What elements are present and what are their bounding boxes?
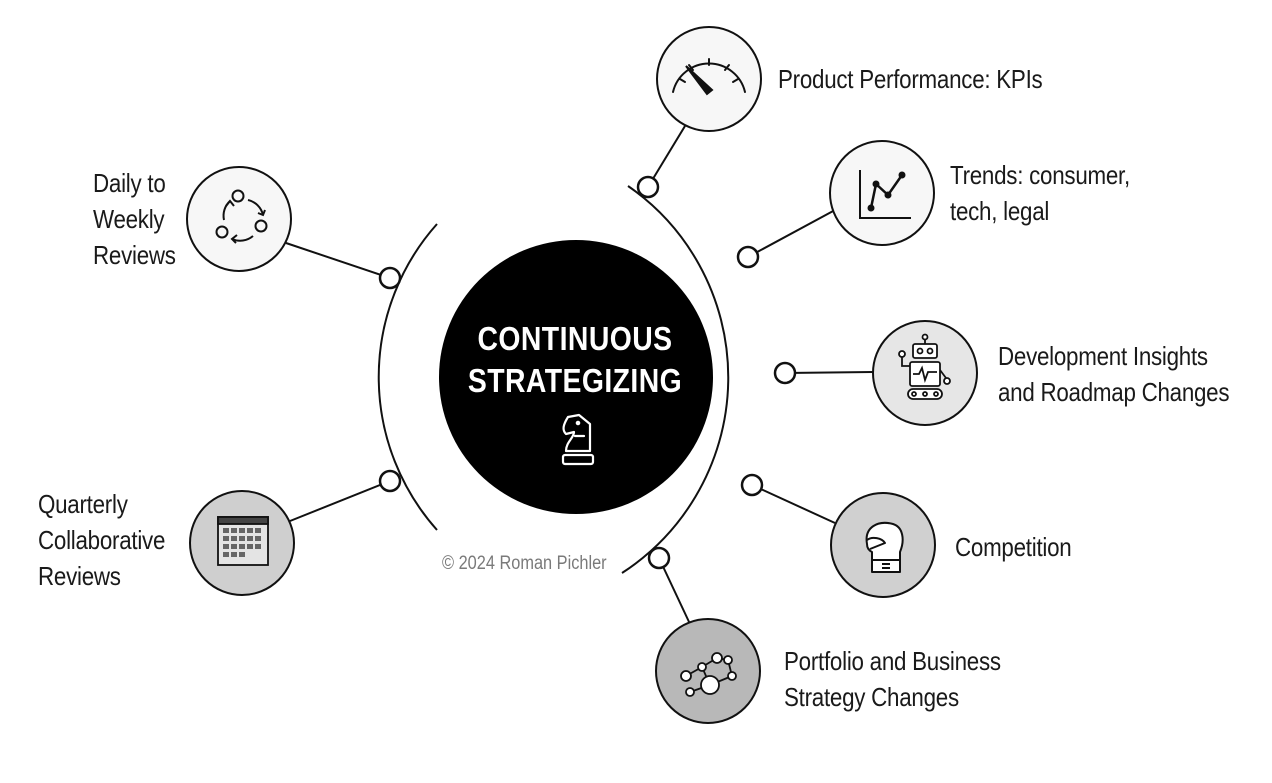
center-title-line-1: CONTINUOUS [477, 320, 673, 357]
label-portfolio: Portfolio and Business Strategy Changes [784, 643, 1001, 715]
label-kpis: Product Performance: KPIs [778, 61, 1043, 97]
junction-competition [740, 473, 764, 497]
label-daily-line-3: Reviews [93, 240, 176, 270]
connector-quarterly [289, 480, 391, 522]
label-competition-line-1: Competition [955, 532, 1072, 562]
label-quarterly-line-3: Reviews [38, 561, 121, 591]
label-kpis-line-1: Product Performance: KPIs [778, 64, 1043, 94]
right-arc [621, 185, 730, 574]
daily-icon-circle [186, 166, 292, 272]
kpis-icon-circle [656, 26, 762, 132]
junction-daily [378, 266, 402, 290]
connector-daily [285, 242, 391, 279]
left-arc [377, 223, 438, 531]
connector-kpis [647, 125, 686, 188]
label-portfolio-line-2: Strategy Changes [784, 682, 959, 712]
label-trends-line-1: Trends: consumer, [950, 160, 1130, 190]
center-title-line-2: STRATEGIZING [467, 362, 683, 399]
robot-icon [898, 333, 951, 400]
label-portfolio-line-1: Portfolio and Business [784, 646, 1001, 676]
label-development-line-1: Development Insights [998, 341, 1208, 371]
gauge-icon [672, 58, 746, 96]
chess-knight-icon [561, 413, 595, 466]
label-development-line-2: and Roadmap Changes [998, 377, 1230, 407]
portfolio-icon-circle [655, 618, 761, 724]
connector-competition [751, 484, 836, 524]
label-trends-line-2: tech, legal [950, 196, 1050, 226]
connector-portfolio [658, 557, 691, 625]
connector-trends [747, 209, 836, 258]
cycle-arrows-icon [215, 189, 268, 244]
label-daily-line-2: Weekly [93, 204, 165, 234]
trends-icon-circle [829, 140, 935, 246]
boxing-glove-icon [865, 522, 904, 573]
label-competition: Competition [955, 529, 1072, 565]
junction-development [773, 361, 797, 385]
label-trends: Trends: consumer, tech, legal [950, 157, 1130, 229]
network-icon [680, 652, 737, 697]
junction-quarterly [378, 469, 402, 493]
calendar-icon [217, 516, 269, 566]
label-daily-reviews: Daily to Weekly Reviews [93, 165, 176, 273]
junction-kpis [636, 175, 660, 199]
label-daily-line-1: Daily to [93, 168, 166, 198]
line-chart-icon [859, 170, 911, 219]
copyright-text: © 2024 Roman Pichler [442, 553, 607, 574]
center-title: CONTINUOUS STRATEGIZING [468, 318, 683, 402]
junction-portfolio [647, 546, 671, 570]
label-quarterly-line-1: Quarterly [38, 489, 128, 519]
connector-development [784, 371, 874, 374]
label-quarterly-reviews: Quarterly Collaborative Reviews [38, 486, 165, 594]
center-circle [439, 240, 713, 514]
label-development: Development Insights and Roadmap Changes [998, 338, 1230, 410]
junction-trends [736, 245, 760, 269]
label-quarterly-line-2: Collaborative [38, 525, 166, 555]
